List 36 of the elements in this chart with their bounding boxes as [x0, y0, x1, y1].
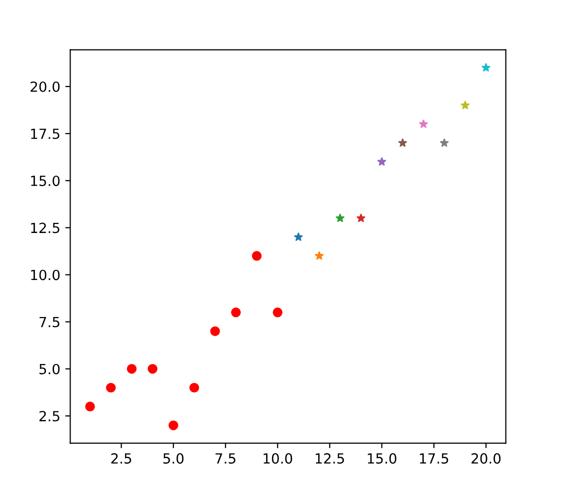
point [377, 157, 386, 166]
y-tick-label: 10.0 [31, 270, 60, 280]
point [398, 138, 407, 147]
point [440, 138, 449, 147]
x-tick-label: 5.0 [163, 453, 184, 464]
point [126, 364, 137, 374]
y-tick-label: 5.0 [40, 364, 60, 374]
point [210, 326, 220, 336]
point [482, 63, 490, 72]
x-tick-label: 15.0 [368, 453, 396, 464]
y-tick-label: 2.5 [39, 410, 60, 422]
point [85, 402, 95, 412]
x-tick-label: 12.5 [316, 453, 344, 464]
x-tick-label: 7.5 [216, 453, 236, 464]
y-tick-label: 17.5 [31, 128, 60, 140]
x-tick-label: 17.5 [420, 453, 448, 464]
point [294, 232, 303, 241]
point [106, 382, 116, 393]
point [336, 214, 344, 222]
y-tick-label: 15.0 [31, 176, 60, 186]
x-tick-label: 10.0 [264, 453, 292, 464]
y-tick-label: 7.5 [40, 316, 60, 328]
point [460, 100, 470, 110]
point [356, 214, 366, 222]
point [231, 308, 241, 318]
point [168, 420, 178, 430]
point [252, 251, 262, 261]
x-tick-label: 2.5 [111, 453, 132, 464]
point [272, 308, 282, 318]
point [189, 382, 200, 393]
point [314, 251, 324, 260]
y-tick-label: 12.5 [31, 222, 60, 234]
point [148, 364, 158, 374]
point [419, 120, 428, 128]
x-tick-label: 20.0 [472, 453, 501, 464]
y-tick-label: 20.0 [30, 81, 60, 92]
